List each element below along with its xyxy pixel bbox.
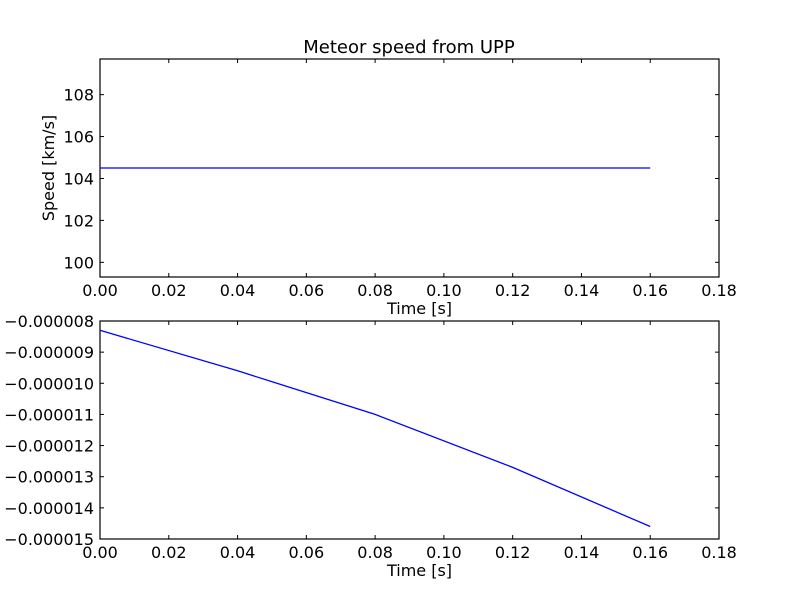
speed-y-tick-label: 108 (63, 86, 94, 105)
lower-y-tick-label: −0.000015 (4, 530, 94, 549)
speed-y-axis-label: Speed [km/s] (39, 115, 58, 221)
lower-x-tick-label: 0.12 (495, 543, 531, 562)
speed-x-tick-label: 0.12 (495, 281, 531, 300)
speed-y-tick-label: 100 (63, 253, 94, 272)
speed-x-axis-label: Time [s] (386, 299, 452, 318)
lower-x-axis-label: Time [s] (386, 561, 452, 580)
lower-y-tick-label: −0.000014 (4, 499, 94, 518)
speed-x-tick-label: 0.02 (151, 281, 187, 300)
lower-y-tick-label: −0.000012 (4, 437, 94, 456)
lower-x-tick-label: 0.04 (220, 543, 256, 562)
lower-x-tick-label: 0.18 (701, 543, 737, 562)
speed-x-tick-label: 0.16 (632, 281, 668, 300)
lower-y-tick-label: −0.000008 (4, 312, 94, 331)
lower-y-tick-label: −0.000010 (4, 374, 94, 393)
lower-x-tick-label: 0.16 (632, 543, 668, 562)
lower-x-tick-label: 0.00 (82, 543, 118, 562)
speed-y-tick-label: 106 (63, 128, 94, 147)
lower-x-tick-label: 0.02 (151, 543, 187, 562)
lower-x-tick-label: 0.06 (289, 543, 325, 562)
lower-series-line (99, 329, 651, 528)
lower-y-tick-label: −0.000009 (4, 343, 94, 362)
lower-plot-frame (99, 320, 720, 540)
speed-x-tick-label: 0.00 (82, 281, 118, 300)
speed-x-tick-label: 0.06 (289, 281, 325, 300)
speed-x-tick-label: 0.14 (564, 281, 600, 300)
speed-y-tick-label: 104 (63, 169, 94, 188)
speed-x-tick-label: 0.04 (220, 281, 256, 300)
lower-y-tick-label: −0.000013 (4, 468, 94, 487)
lower-panel: 0.00 0.02 0.04 0.06 0.08 0.10 0.12 0.14 0.16 0.18… (4, 312, 737, 580)
speed-x-tick-label: 0.08 (357, 281, 393, 300)
lower-x-tick-label: 0.10 (426, 543, 462, 562)
speed-panel: 0.00 0.02 0.04 0.06 0.08 0.10 0.12 0.14 0.16 0.18… (39, 58, 737, 318)
lower-y-tick-label: −0.000011 (4, 405, 94, 424)
lower-x-tick-label: 0.14 (564, 543, 600, 562)
chart-title: Meteor speed from UPP (303, 37, 515, 58)
speed-x-tick-label: 0.18 (701, 281, 737, 300)
speed-y-tick-label: 102 (63, 211, 94, 230)
lower-x-tick-label: 0.08 (357, 543, 393, 562)
speed-x-tick-label: 0.10 (426, 281, 462, 300)
